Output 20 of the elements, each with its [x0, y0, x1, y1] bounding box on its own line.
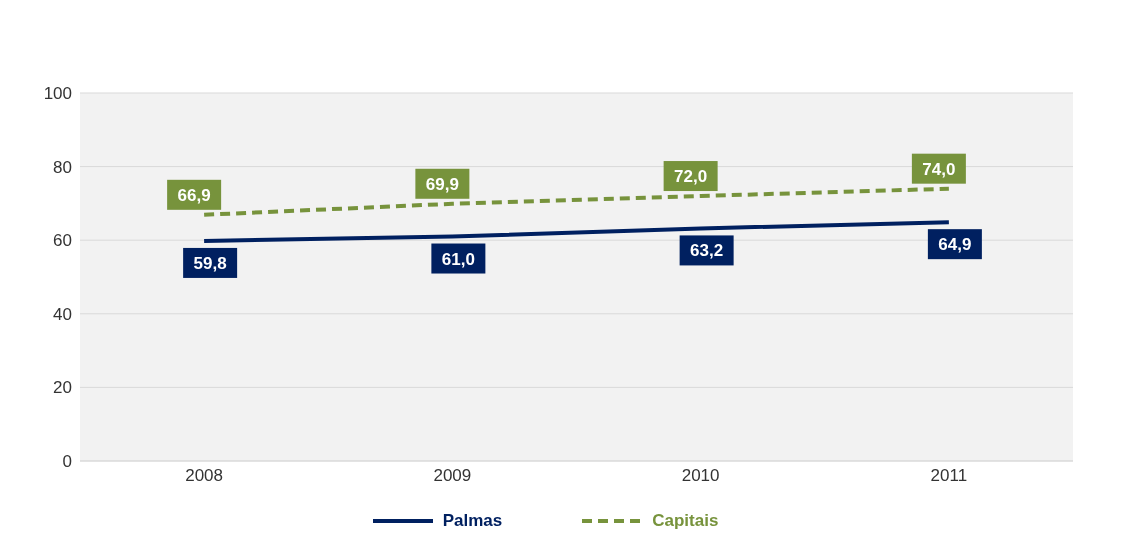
data-label: 69,9: [425, 174, 459, 194]
data-label: 59,8: [193, 253, 227, 273]
x-tick-label: 2008: [185, 466, 224, 486]
data-label: 72,0: [674, 167, 708, 187]
x-tick-label: 2009: [433, 466, 472, 486]
y-tick-label: 40: [53, 304, 72, 324]
y-tick-label: 0: [62, 452, 72, 472]
legend-label: Capitais: [652, 511, 719, 531]
y-tick-label: 60: [53, 231, 72, 251]
y-tick-label: 80: [53, 157, 72, 177]
x-tick-label: 2010: [681, 466, 720, 486]
x-tick-label: 2011: [930, 466, 968, 486]
data-label: 74,0: [922, 159, 956, 179]
data-label: 66,9: [177, 185, 211, 205]
data-label: 61,0: [441, 249, 475, 269]
data-label: 63,2: [690, 241, 724, 261]
data-label: 64,9: [938, 235, 972, 255]
y-tick-label: 100: [43, 84, 72, 104]
y-tick-label: 20: [53, 378, 72, 398]
legend-label: Palmas: [442, 511, 503, 531]
